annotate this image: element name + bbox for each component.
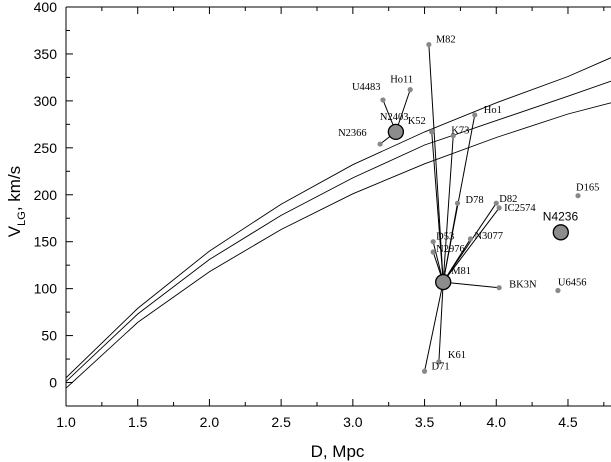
y-tick-label: 300 xyxy=(34,93,58,109)
point-m82 xyxy=(426,41,432,48)
point-u4483 xyxy=(380,97,386,103)
label-u6456: U6456 xyxy=(558,278,587,289)
y-tick-label: 350 xyxy=(34,46,58,62)
link-m82-m81 xyxy=(428,44,444,283)
label-n2976: N2976 xyxy=(436,244,465,255)
x-axis-title: D, Mpc xyxy=(311,442,365,461)
link-d71-m81 xyxy=(424,281,444,372)
group-member-links xyxy=(379,44,500,372)
y-tick-label: 400 xyxy=(34,0,58,15)
x-tick-label: 4.0 xyxy=(487,414,507,430)
group-center-m81 xyxy=(435,273,452,291)
point-ic2574 xyxy=(496,205,502,211)
label-ho1: Ho1 xyxy=(484,105,502,116)
point-d53 xyxy=(430,239,436,245)
label-d71: D71 xyxy=(432,361,450,372)
label-ic2574: IC2574 xyxy=(504,203,536,214)
hubble-curve-2 xyxy=(66,80,611,382)
label-k61: K61 xyxy=(448,350,466,361)
label-n2403: N2403 xyxy=(380,112,409,123)
label-bk3n: BK3N xyxy=(509,280,537,291)
x-tick-label: 4.5 xyxy=(558,414,578,430)
y-axis-title: VLG, km/s xyxy=(5,166,28,237)
label-ho11: Ho11 xyxy=(390,75,413,86)
x-tick-label: 3.5 xyxy=(415,414,435,430)
link-bk3n-m81 xyxy=(443,281,500,289)
y-tick-label: 50 xyxy=(41,328,57,344)
point-k52 xyxy=(429,129,435,135)
group-center-n2403 xyxy=(387,123,405,141)
point-d82 xyxy=(493,200,499,206)
axis-ticks: 1.0 1.5 2.0 2.5 3.0 3.5 4.0 4.5 0 50 100 150 200 250 3… xyxy=(34,0,605,430)
point-n3077 xyxy=(467,236,474,242)
label-d78: D78 xyxy=(466,195,484,206)
label-d53: D53 xyxy=(436,232,454,243)
label-k52: K52 xyxy=(408,116,426,127)
group-center-n4236 xyxy=(552,224,569,241)
x-tick-label: 1.5 xyxy=(128,414,148,430)
y-tick-label: 0 xyxy=(49,375,57,391)
point-ho11 xyxy=(407,87,413,93)
y-tick-label: 100 xyxy=(34,281,58,297)
point-d71 xyxy=(421,368,428,374)
label-n3077: N3077 xyxy=(474,231,503,242)
point-k61 xyxy=(436,359,442,365)
plot-frame xyxy=(65,6,611,407)
point-n2976 xyxy=(430,249,436,255)
x-tick-label: 2.0 xyxy=(200,414,220,430)
hubble-flow-curves xyxy=(66,57,611,389)
label-u4483: U4483 xyxy=(352,82,381,93)
point-d165 xyxy=(575,193,581,199)
point-u6456 xyxy=(555,287,561,294)
label-d82: D82 xyxy=(499,194,517,205)
point-bk3n xyxy=(496,285,502,291)
x-tick-label: 1.0 xyxy=(56,414,76,430)
hubble-curve-3 xyxy=(66,102,611,389)
label-k73: K73 xyxy=(451,126,469,137)
point-k73 xyxy=(450,133,456,139)
x-tick-label: 3.0 xyxy=(343,414,363,430)
y-tick-label: 200 xyxy=(34,187,58,203)
point-d78 xyxy=(454,200,461,206)
y-tick-label: 150 xyxy=(34,234,58,250)
label-d165: D165 xyxy=(576,183,599,194)
point-n2366 xyxy=(377,141,383,147)
x-tick-label: 2.5 xyxy=(271,414,291,430)
label-n2366: N2366 xyxy=(338,128,367,139)
link-n3077-m81 xyxy=(442,238,471,283)
axis-titles: D, Mpc VLG, km/s xyxy=(5,166,365,461)
link-ic2574-m81 xyxy=(442,207,500,283)
label-n4236: N4236 xyxy=(543,209,579,223)
y-tick-label: 250 xyxy=(34,140,58,156)
hubble-curve-1 xyxy=(66,57,611,379)
label-m82: M82 xyxy=(436,35,456,46)
link-k52-m81 xyxy=(431,131,444,283)
galaxy-points xyxy=(377,41,581,374)
label-m81: M81 xyxy=(451,266,471,277)
link-d78-m81 xyxy=(442,203,459,283)
point-ho1 xyxy=(472,112,478,118)
link-k73-m81 xyxy=(442,135,454,283)
link-k61-m81 xyxy=(438,282,444,362)
